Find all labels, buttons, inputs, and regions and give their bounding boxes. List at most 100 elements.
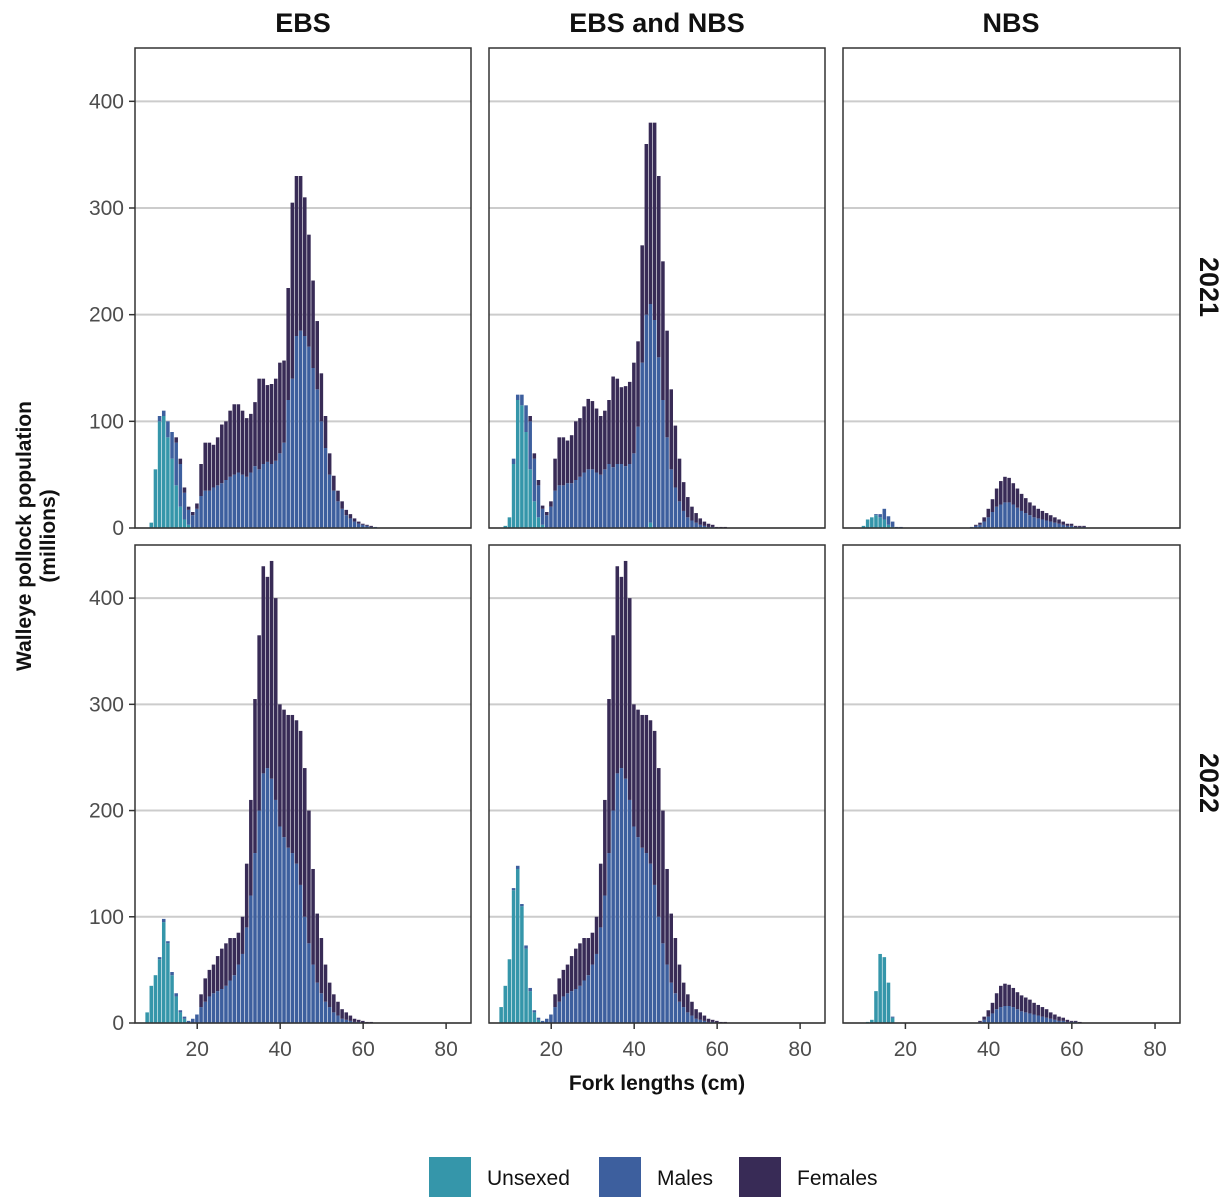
bar-males-32cm xyxy=(244,476,249,528)
bar-males-12cm xyxy=(161,410,166,416)
y-tick-label-200: 200 xyxy=(89,304,124,327)
bar-females-55cm xyxy=(694,513,698,523)
bar-females-51cm xyxy=(677,458,682,502)
x-axis-title: Fork lengths (cm) xyxy=(569,1072,745,1095)
bar-males-20cm xyxy=(195,508,199,528)
bar-females-54cm xyxy=(690,506,694,521)
bar-males-13cm xyxy=(166,421,170,438)
bar-males-39cm xyxy=(982,1019,986,1023)
bar-females-30cm xyxy=(590,932,595,965)
bar-females-30cm xyxy=(236,404,241,473)
bar-males-25cm xyxy=(569,483,574,528)
bar-females-39cm xyxy=(982,1016,986,1020)
bar-unsexed-17cm xyxy=(182,519,187,528)
bar-unsexed-12cm xyxy=(870,1019,874,1023)
bar-unsexed-9cm xyxy=(503,985,508,1023)
bar-females-19cm xyxy=(545,512,549,516)
bar-females-38cm xyxy=(978,522,982,525)
bar-males-51cm xyxy=(1032,1014,1036,1023)
bar-females-46cm xyxy=(1011,483,1016,505)
bar-males-28cm xyxy=(228,980,232,1023)
bar-males-56cm xyxy=(698,1019,703,1023)
bar-females-62cm xyxy=(1078,525,1082,527)
bar-females-47cm xyxy=(307,810,311,944)
bar-females-26cm xyxy=(220,948,224,990)
bar-females-17cm xyxy=(182,487,187,493)
bar-females-30cm xyxy=(236,932,241,965)
panel-border xyxy=(842,544,1181,1024)
bar-males-57cm xyxy=(348,518,353,528)
bar-males-18cm xyxy=(186,509,191,525)
bar-unsexed-9cm xyxy=(503,525,508,528)
bar-males-56cm xyxy=(1053,522,1057,528)
bar-males-43cm xyxy=(290,853,295,1023)
bar-males-30cm xyxy=(590,964,595,1023)
bar-females-28cm xyxy=(582,938,586,981)
bar-males-20cm xyxy=(195,1014,199,1023)
bar-females-56cm xyxy=(698,1012,703,1020)
bar-females-38cm xyxy=(623,386,628,467)
bar-females-26cm xyxy=(574,948,578,990)
bar-males-43cm xyxy=(999,1007,1003,1023)
panel-nbs-2021 xyxy=(842,47,1181,529)
bar-females-50cm xyxy=(319,938,324,994)
bar-males-23cm xyxy=(561,996,566,1023)
bar-females-58cm xyxy=(706,523,711,527)
bar-females-49cm xyxy=(669,913,673,983)
bar-unsexed-12cm xyxy=(161,922,166,1023)
bar-females-44cm xyxy=(648,720,653,864)
bar-males-44cm xyxy=(294,336,299,528)
bar-females-41cm xyxy=(990,499,995,512)
bar-males-20cm xyxy=(549,1014,553,1023)
bar-males-54cm xyxy=(690,520,694,528)
bar-males-31cm xyxy=(594,953,599,1023)
bar-females-60cm xyxy=(361,1020,365,1023)
bar-males-16cm xyxy=(532,1010,537,1013)
bar-females-36cm xyxy=(261,378,266,464)
panels-layer: 0 100 200 300 400 0 100 200 300 400 20 40 60 80 20 40 60… xyxy=(89,47,1181,1061)
bar-females-51cm xyxy=(323,964,328,1002)
x-tick-label-20: 20 xyxy=(894,1038,917,1061)
bar-males-40cm xyxy=(632,453,636,528)
bar-males-42cm xyxy=(994,506,999,528)
bar-males-55cm xyxy=(340,1018,344,1023)
bar-females-23cm xyxy=(207,442,212,491)
bar-females-52cm xyxy=(327,453,332,475)
bar-unsexed-17cm xyxy=(890,1017,895,1023)
bar-males-57cm xyxy=(348,1020,353,1023)
bar-males-42cm xyxy=(994,1009,999,1023)
bar-females-50cm xyxy=(1028,502,1032,516)
bar-males-47cm xyxy=(307,943,311,1023)
bar-males-30cm xyxy=(236,964,241,1023)
bar-females-40cm xyxy=(278,362,282,454)
bar-males-34cm xyxy=(607,464,611,528)
bar-females-33cm xyxy=(603,410,607,470)
bar-males-53cm xyxy=(332,490,336,528)
bar-males-49cm xyxy=(1023,513,1028,528)
bar-females-32cm xyxy=(598,863,603,928)
bar-females-29cm xyxy=(232,938,237,976)
bar-females-42cm xyxy=(286,288,290,400)
bar-unsexed-11cm xyxy=(511,890,516,1023)
bar-females-54cm xyxy=(336,1001,340,1016)
panel-ebs-and-nbs-2022: 20 40 60 80 xyxy=(488,544,826,1061)
bar-males-38cm xyxy=(269,778,274,1023)
bar-females-54cm xyxy=(690,1001,694,1016)
bar-males-54cm xyxy=(336,1015,340,1023)
bar-males-22cm xyxy=(557,485,561,528)
bar-males-52cm xyxy=(327,1007,332,1023)
bar-males-29cm xyxy=(232,975,237,1023)
bar-males-12cm xyxy=(515,394,520,400)
bar-males-18cm xyxy=(540,508,545,525)
bar-females-57cm xyxy=(702,1015,707,1021)
bar-males-37cm xyxy=(619,768,624,1023)
legend-key-unsexed xyxy=(429,1157,471,1197)
bar-males-27cm xyxy=(578,476,582,528)
bar-females-31cm xyxy=(240,916,245,954)
bar-females-49cm xyxy=(1023,997,1028,1013)
bar-males-13cm xyxy=(520,394,524,406)
bar-males-19cm xyxy=(191,515,195,528)
bar-unsexed-9cm xyxy=(149,985,154,1023)
bar-males-21cm xyxy=(199,496,203,528)
bar-females-43cm xyxy=(999,985,1003,1008)
